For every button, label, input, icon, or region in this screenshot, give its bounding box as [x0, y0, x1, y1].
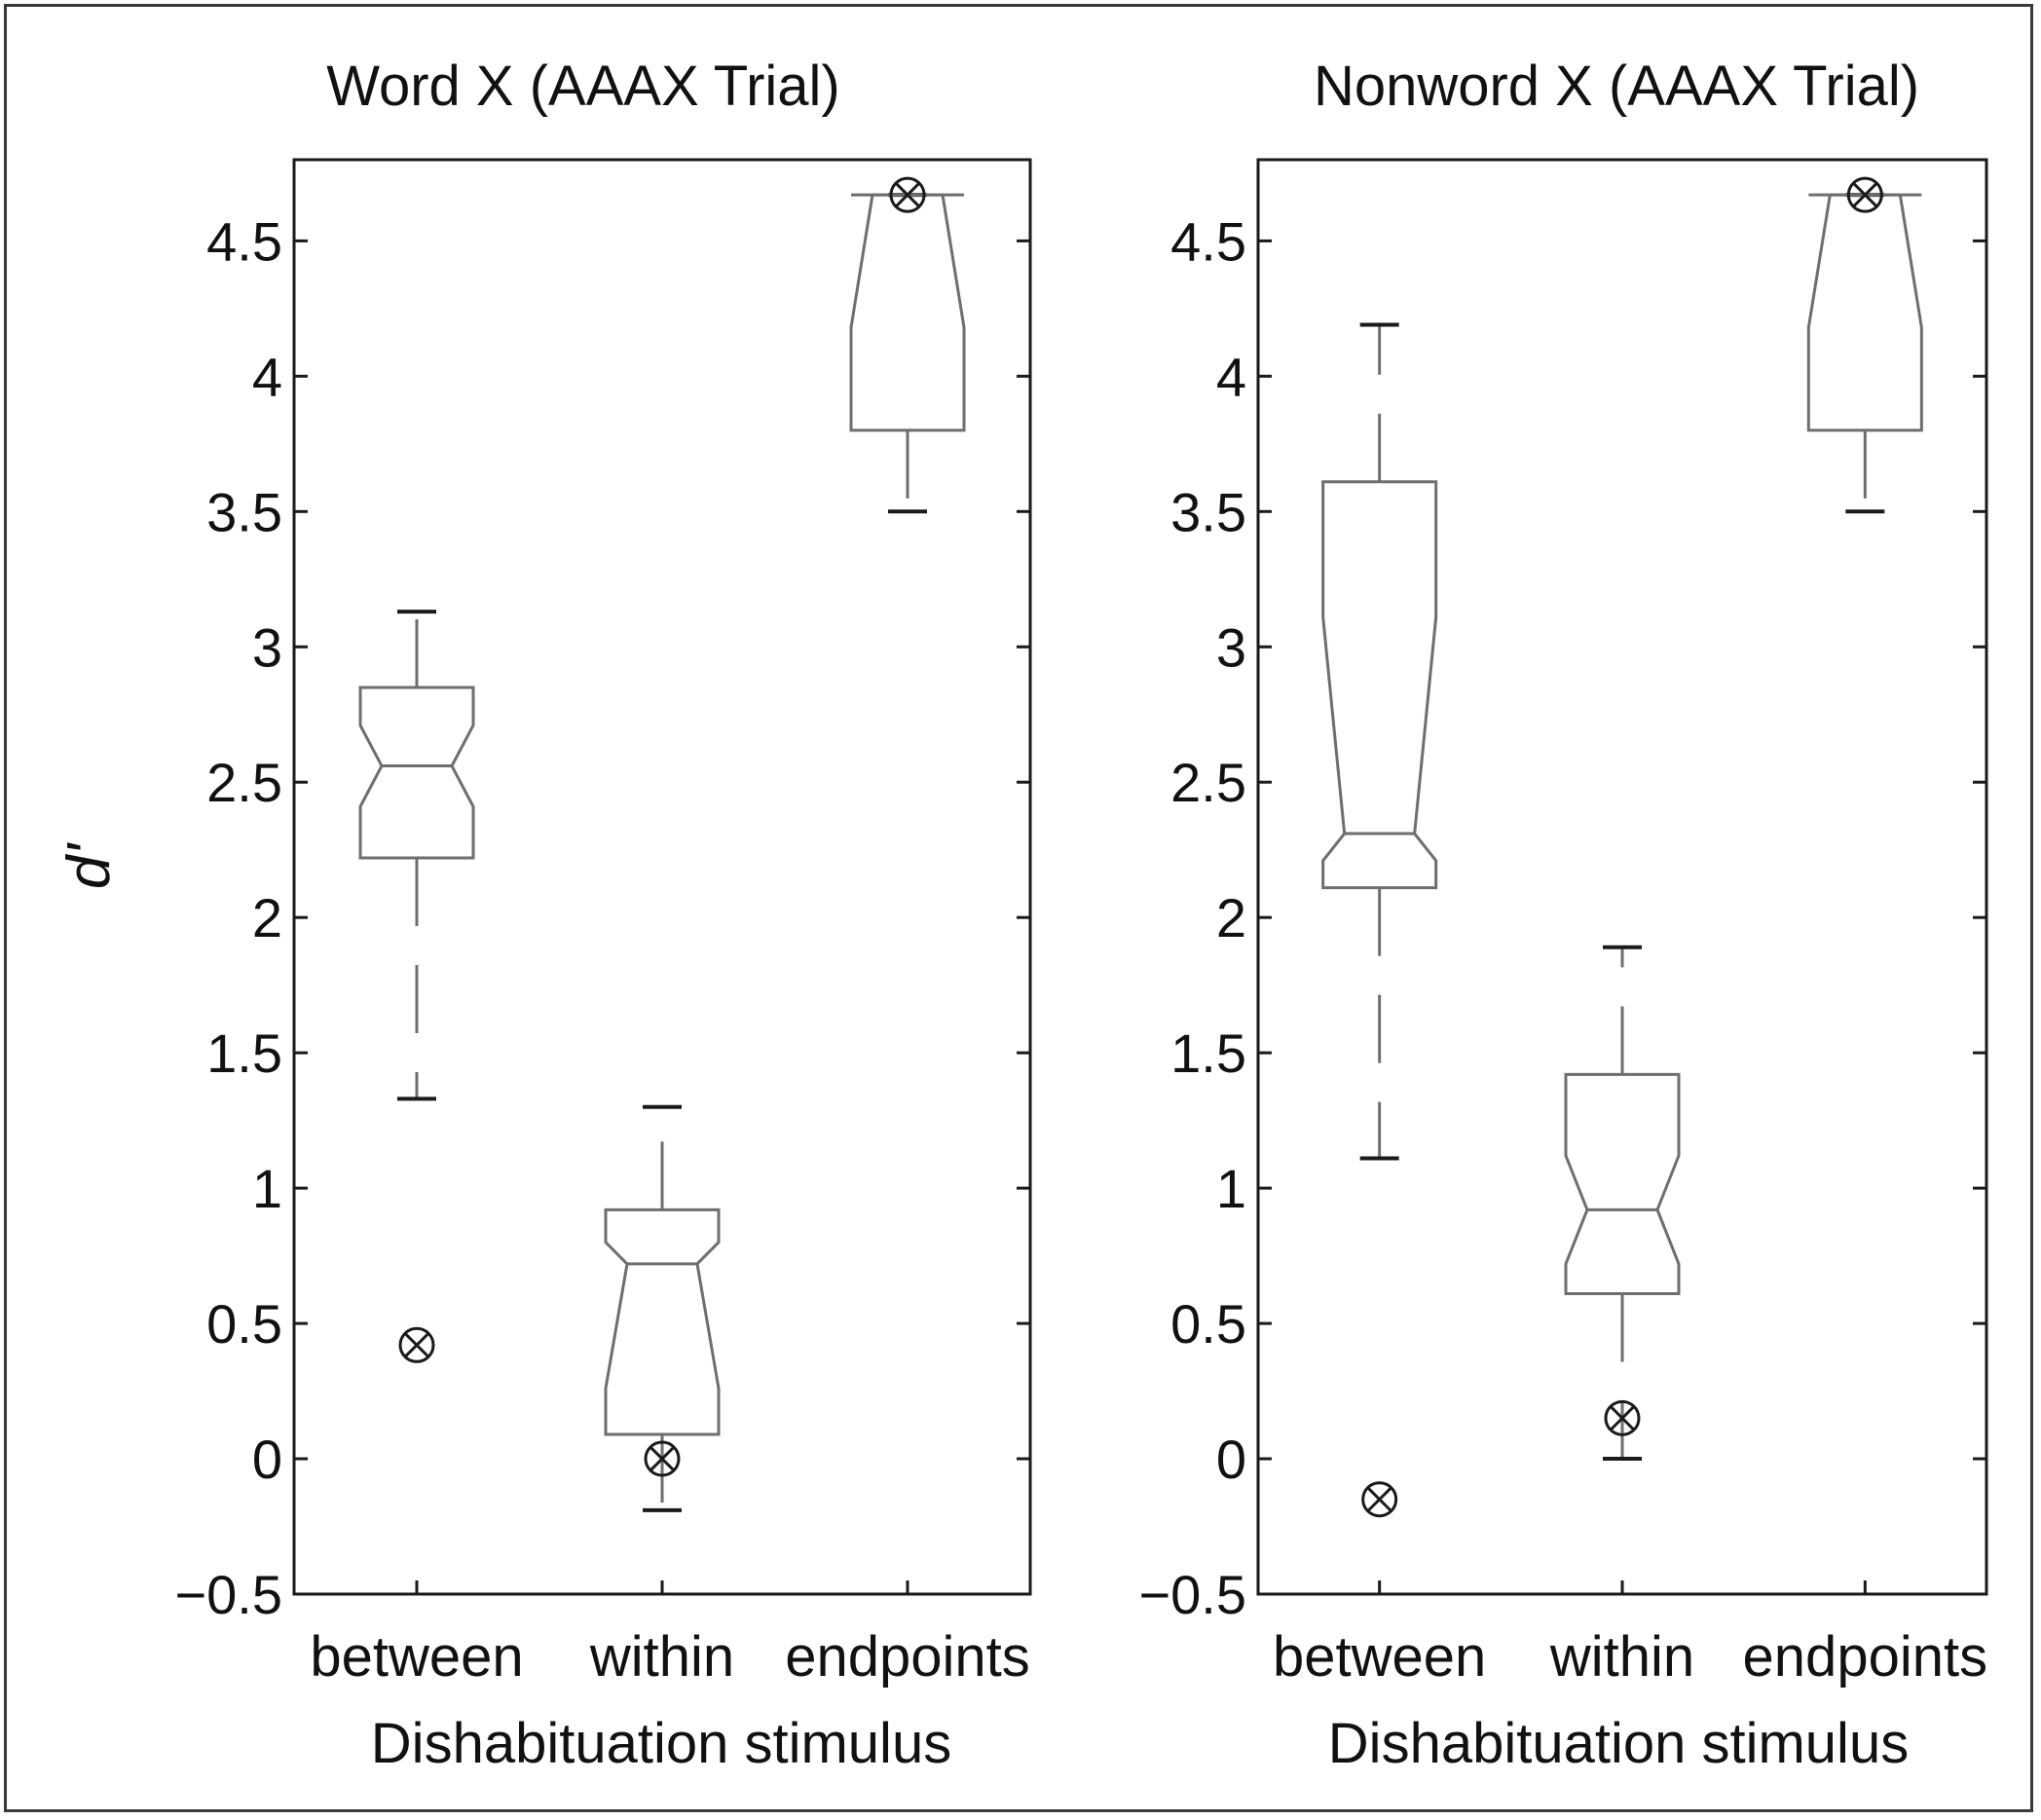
y-tick-label: 0.5	[206, 1293, 282, 1355]
outlier-cross	[1366, 1486, 1392, 1512]
notched-box	[1321, 480, 1438, 890]
outlier-cross	[404, 1332, 429, 1358]
panel-nonword-x: Nonword X (AAAX Trial) Dishabituation st…	[1138, 55, 1988, 1775]
panel-title-word-x: Word X (AAAX Trial)	[326, 55, 840, 118]
y-tick-label: 2.5	[1170, 752, 1246, 813]
outlier-marker	[644, 1440, 681, 1477]
y-tick-label: 3	[252, 616, 282, 678]
outlier-marker	[889, 176, 926, 213]
outlier-cross	[895, 182, 920, 208]
box-between	[358, 610, 475, 1363]
outlier-circle	[398, 1326, 435, 1363]
y-tick-label: 1.5	[1170, 1022, 1246, 1084]
outlier-circle	[644, 1440, 681, 1477]
x-axis-label-nonword-x: Dishabituation stimulus	[1328, 1712, 1909, 1775]
notched-box	[1564, 1072, 1681, 1296]
outlier-cross	[1610, 1405, 1635, 1431]
x-axis-label-word-x: Dishabituation stimulus	[371, 1712, 951, 1775]
outlier-marker	[398, 1326, 435, 1363]
y-tick-label: 2.5	[206, 752, 282, 813]
outlier-circle	[1604, 1399, 1641, 1436]
x-tick-label: endpoints	[1743, 1625, 1988, 1689]
x-tick-label: endpoints	[785, 1625, 1030, 1689]
outlier-circle	[1361, 1481, 1398, 1518]
outlier-circle	[1846, 176, 1883, 213]
figure-frame	[4, 4, 2033, 1812]
box-between	[1321, 322, 1438, 1518]
y-tick-label: 4	[252, 346, 282, 407]
outlier-marker	[1604, 1399, 1641, 1436]
x-tick-label: within	[589, 1625, 734, 1689]
panel-title-nonword-x: Nonword X (AAAX Trial)	[1314, 55, 1919, 118]
box-endpoints	[1806, 176, 1923, 514]
outlier-cross	[649, 1446, 675, 1471]
y-tick-label: 0.5	[1170, 1293, 1246, 1355]
notched-box	[604, 1207, 721, 1436]
y-tick-label: −0.5	[174, 1564, 282, 1625]
plot-area	[292, 158, 1032, 1596]
x-tick-label: between	[310, 1625, 523, 1689]
outlier-cross	[1852, 182, 1878, 208]
box-within	[604, 1104, 721, 1512]
y-tick-label: 3	[1216, 616, 1246, 678]
y-tick-label: 4	[1216, 346, 1246, 407]
box-endpoints	[849, 176, 966, 514]
outlier-marker	[1361, 1481, 1398, 1518]
outlier-circle	[889, 176, 926, 213]
y-tick-label: 3.5	[1170, 481, 1246, 542]
y-tick-label: 0	[252, 1429, 282, 1490]
notched-box	[358, 686, 475, 860]
outlier-marker	[1846, 176, 1883, 213]
notched-box	[849, 193, 966, 432]
y-tick-label: 4.5	[1170, 210, 1246, 272]
x-tick-label: within	[1549, 1625, 1694, 1689]
x-tick-label: between	[1273, 1625, 1486, 1689]
y-tick-label: 1.5	[206, 1022, 282, 1084]
box-within	[1564, 945, 1681, 1462]
y-axis-label: d'	[56, 842, 123, 889]
y-tick-label: 1	[252, 1158, 282, 1219]
panel-word-x: Word X (AAAX Trial) Dishabituation stimu…	[174, 55, 1032, 1775]
y-tick-label: 2	[1216, 887, 1246, 948]
y-tick-label: 3.5	[206, 481, 282, 542]
notched-box	[1806, 193, 1923, 432]
y-tick-label: 4.5	[206, 210, 282, 272]
y-tick-label: −0.5	[1138, 1564, 1246, 1625]
plot-area	[1256, 158, 1988, 1596]
y-tick-label: 2	[252, 887, 282, 948]
y-tick-label: 0	[1216, 1429, 1246, 1490]
y-tick-label: 1	[1216, 1158, 1246, 1219]
